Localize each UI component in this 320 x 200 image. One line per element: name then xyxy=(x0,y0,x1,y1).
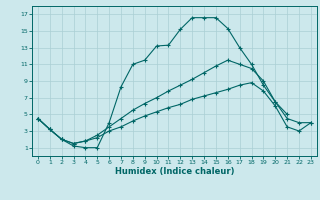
X-axis label: Humidex (Indice chaleur): Humidex (Indice chaleur) xyxy=(115,167,234,176)
